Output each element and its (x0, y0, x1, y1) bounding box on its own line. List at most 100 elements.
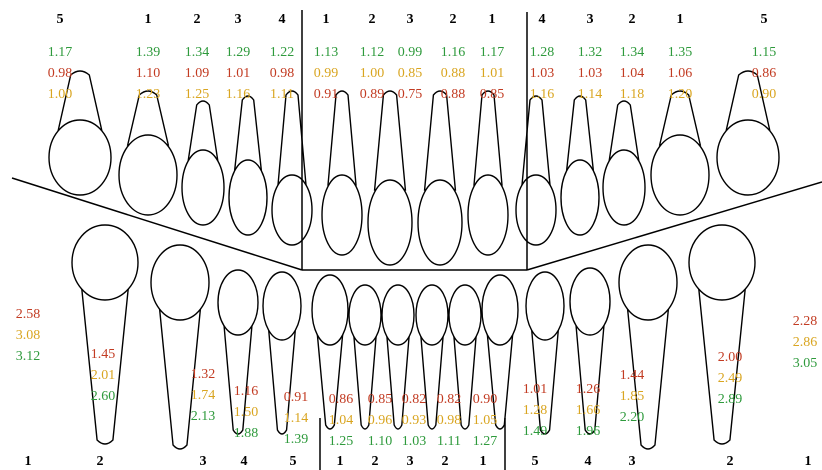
tooth-crown (312, 275, 348, 345)
measurement: 1.28 (530, 45, 555, 60)
measurement: 2.49 (718, 371, 743, 386)
measurement: 0.98 (270, 66, 295, 81)
measurement: 1.29 (226, 45, 251, 60)
measurement: 1.01 (226, 66, 251, 81)
measurement: 0.98 (437, 413, 462, 428)
measurement: 1.06 (668, 66, 693, 81)
tooth-number: 2 (372, 454, 379, 469)
measurement: 1.66 (576, 403, 601, 418)
measurement: 2.89 (718, 392, 743, 407)
measurement: 0.85 (398, 66, 423, 81)
tooth-crown (516, 175, 556, 245)
measurement: 0.85 (368, 392, 393, 407)
tooth-number: 3 (235, 12, 242, 27)
tooth-number: 1 (337, 454, 344, 469)
measurement: 1.16 (226, 87, 251, 102)
measurement: 1.34 (185, 45, 210, 60)
page: 5123412321432151.170.981.001.391.101.231… (0, 0, 822, 470)
tooth-crown (368, 180, 412, 265)
tooth-number: 2 (727, 454, 734, 469)
measurement: 1.03 (530, 66, 555, 81)
measurement: 0.93 (402, 413, 427, 428)
tooth-crown (349, 285, 381, 345)
measurement: 1.26 (576, 382, 601, 397)
measurement: 1.25 (185, 87, 210, 102)
tooth-crown (49, 120, 111, 195)
measurement: 0.91 (314, 87, 339, 102)
measurement: 1.01 (523, 382, 548, 397)
tooth-crown (418, 180, 462, 265)
measurement: 1.44 (620, 368, 645, 383)
tooth-root (375, 91, 406, 190)
tooth-crown (449, 285, 481, 345)
measurement: 1.12 (360, 45, 385, 60)
tooth-crown (218, 270, 258, 335)
tooth-crown (182, 150, 224, 225)
measurement: 1.11 (270, 87, 294, 102)
measurement: 3.05 (793, 356, 818, 371)
measurement: 1.22 (270, 45, 295, 60)
tooth-crown (717, 120, 779, 195)
tooth-crown (382, 285, 414, 345)
measurement: 1.17 (480, 45, 505, 60)
measurement: 2.58 (16, 307, 41, 322)
measurement: 1.16 (234, 384, 259, 399)
tooth-crown (561, 160, 599, 235)
measurement: 1.20 (668, 87, 693, 102)
measurement: 0.99 (398, 45, 423, 60)
tooth-number: 2 (194, 12, 201, 27)
tooth-number: 5 (290, 454, 297, 469)
measurement: 3.08 (16, 328, 41, 343)
measurement: 1.14 (578, 87, 603, 102)
measurement: 0.96 (368, 413, 393, 428)
tooth-crown (72, 225, 138, 300)
tooth-number: 2 (369, 12, 376, 27)
tooth-number: 4 (279, 12, 286, 27)
measurement: 1.00 (48, 87, 73, 102)
measurement: 2.60 (91, 389, 116, 404)
measurement: 1.04 (329, 413, 354, 428)
tooth-number: 3 (407, 454, 414, 469)
measurement: 1.49 (523, 424, 548, 439)
tooth-crown (619, 245, 677, 320)
tooth-root (235, 96, 262, 170)
measurement: 1.01 (480, 66, 505, 81)
tooth-crown (151, 245, 209, 320)
measurement: 1.16 (441, 45, 466, 60)
tooth-crown (482, 275, 518, 345)
measurement: 1.10 (368, 434, 393, 449)
measurement: 1.23 (136, 87, 161, 102)
measurement: 1.00 (360, 66, 385, 81)
tooth-crown (570, 268, 610, 335)
measurement: 1.28 (523, 403, 548, 418)
measurement: 1.27 (473, 434, 498, 449)
measurement: 1.11 (437, 434, 461, 449)
tooth-number: 2 (97, 454, 104, 469)
measurement: 1.88 (234, 426, 259, 441)
tooth-number: 1 (25, 454, 32, 469)
measurement: 1.32 (578, 45, 603, 60)
tooth-number: 2 (450, 12, 457, 27)
measurement: 1.16 (530, 87, 555, 102)
tooth-number: 4 (241, 454, 248, 469)
tooth-number: 5 (532, 454, 539, 469)
measurement: 0.75 (398, 87, 423, 102)
measurement: 0.91 (284, 390, 309, 405)
measurement: 1.09 (185, 66, 210, 81)
measurement: 1.14 (284, 411, 309, 426)
tooth-crown (689, 225, 755, 300)
measurement: 1.39 (136, 45, 161, 60)
tooth-number: 2 (629, 12, 636, 27)
measurement: 1.10 (136, 66, 161, 81)
measurement: 0.88 (441, 87, 466, 102)
measurement: 0.88 (441, 66, 466, 81)
measurement: 1.85 (620, 389, 645, 404)
tooth-crown (272, 175, 312, 245)
measurement: 2.13 (191, 409, 216, 424)
tooth-chart: 5123412321432151.170.981.001.391.101.231… (0, 0, 822, 470)
measurement: 0.86 (752, 66, 777, 81)
tooth-number: 5 (761, 12, 768, 27)
measurement: 1.18 (620, 87, 645, 102)
measurement: 0.82 (437, 392, 462, 407)
tooth-root (699, 290, 745, 444)
